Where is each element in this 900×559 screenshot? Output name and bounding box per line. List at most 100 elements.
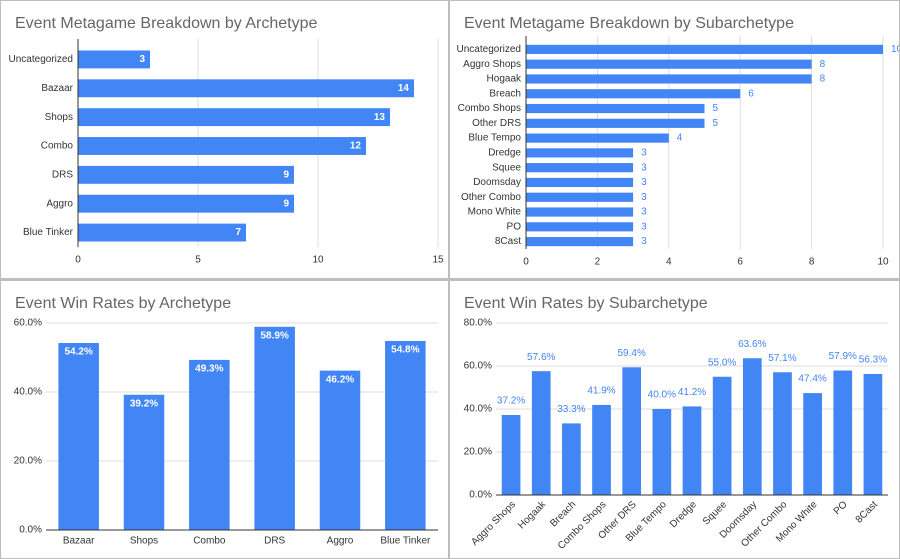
data-label: 56.3% bbox=[859, 355, 887, 366]
bar bbox=[189, 359, 230, 530]
data-label: 12 bbox=[350, 141, 362, 152]
bar bbox=[526, 103, 705, 114]
data-label: 3 bbox=[641, 207, 647, 218]
bar bbox=[78, 137, 366, 155]
bar bbox=[78, 79, 414, 98]
bar bbox=[123, 394, 165, 530]
y-tick-label: 20.0% bbox=[464, 447, 492, 458]
y-tick-label: Breach bbox=[489, 88, 521, 99]
y-tick-label: 60.0% bbox=[464, 361, 492, 372]
y-tick-label: Doomsday bbox=[473, 177, 521, 188]
bar bbox=[526, 74, 812, 84]
data-label: 59.4% bbox=[618, 348, 646, 359]
bar bbox=[78, 165, 294, 184]
chart-title: Event Metagame Breakdown by Subarchetype bbox=[464, 15, 794, 32]
data-label: 46.2% bbox=[326, 374, 354, 385]
y-tick-label: Squee bbox=[492, 162, 521, 173]
bar bbox=[562, 423, 581, 495]
data-label: 40.0% bbox=[648, 390, 676, 401]
bar bbox=[78, 50, 150, 69]
data-label: 63.6% bbox=[738, 339, 766, 350]
x-tick-label: 0 bbox=[75, 255, 81, 266]
data-label: 14 bbox=[398, 83, 410, 94]
data-label: 41.2% bbox=[678, 387, 706, 398]
bar bbox=[592, 404, 611, 495]
bar bbox=[526, 118, 705, 128]
y-tick-label: 8Cast bbox=[495, 236, 521, 247]
bar bbox=[526, 59, 812, 69]
y-tick-label: DRS bbox=[52, 169, 73, 180]
bar bbox=[526, 148, 634, 158]
data-label: 13 bbox=[374, 112, 386, 123]
data-label: 7 bbox=[235, 227, 241, 238]
chart-panel: Event Metagame Breakdown by Subarchetype… bbox=[450, 1, 899, 278]
y-tick-label: PO bbox=[507, 221, 522, 232]
data-label: 3 bbox=[641, 192, 647, 203]
bar bbox=[526, 89, 741, 99]
y-tick-label: Dredge bbox=[488, 148, 521, 159]
x-tick-label: 5 bbox=[195, 255, 201, 266]
y-tick-label: 60.0% bbox=[14, 318, 42, 329]
chart-title: Event Win Rates by Archetype bbox=[15, 295, 231, 312]
bar bbox=[526, 163, 634, 173]
data-label: 6 bbox=[748, 88, 754, 99]
x-tick-label: 8 bbox=[809, 257, 815, 268]
bar bbox=[526, 177, 634, 188]
data-label: 9 bbox=[283, 198, 289, 209]
bar bbox=[526, 192, 634, 202]
data-label: 8 bbox=[820, 59, 826, 70]
y-tick-label: Aggro bbox=[46, 198, 73, 209]
y-tick-label: 40.0% bbox=[14, 387, 42, 398]
bar bbox=[526, 44, 883, 54]
x-tick-label: Shops bbox=[130, 536, 158, 547]
data-label: 33.3% bbox=[557, 404, 585, 415]
y-tick-label: Mono White bbox=[468, 207, 522, 218]
chart-title: Event Win Rates by Subarchetype bbox=[464, 295, 708, 312]
y-tick-label: Blue Tinker bbox=[23, 227, 74, 238]
x-tick-label: 8Cast bbox=[854, 499, 880, 525]
bar bbox=[319, 370, 361, 530]
chart-title: Event Metagame Breakdown by Archetype bbox=[15, 15, 317, 32]
x-tick-label: Blue Tinker bbox=[380, 536, 431, 547]
data-label: 4 bbox=[677, 133, 683, 144]
x-tick-label: 4 bbox=[666, 257, 672, 268]
data-label: 3 bbox=[641, 162, 647, 173]
x-tick-label: 0 bbox=[523, 257, 529, 268]
bar bbox=[526, 222, 634, 232]
y-tick-label: Uncategorized bbox=[457, 44, 521, 55]
bar bbox=[712, 376, 732, 495]
bar bbox=[78, 108, 390, 127]
chart-panel: Event Win Rates by Archetype 0.0% 20.0% 40.… bbox=[1, 281, 448, 558]
bar bbox=[833, 370, 853, 495]
data-label: 37.2% bbox=[497, 396, 525, 407]
bar bbox=[58, 343, 99, 530]
data-label: 57.6% bbox=[527, 352, 555, 363]
bar bbox=[78, 223, 246, 242]
bar bbox=[526, 207, 634, 217]
data-label: 41.9% bbox=[587, 386, 615, 397]
x-tick-label: 10 bbox=[312, 255, 324, 266]
bar bbox=[531, 371, 551, 495]
x-tick-label: Bazaar bbox=[63, 536, 95, 547]
bar bbox=[652, 409, 672, 495]
bar bbox=[526, 133, 669, 143]
bar bbox=[742, 358, 762, 495]
data-label: 57.1% bbox=[768, 353, 796, 364]
data-label: 54.8% bbox=[391, 345, 419, 356]
chart-panel: Event Win Rates by Subarchetype 0.0% 20.0%… bbox=[450, 281, 899, 558]
y-tick-label: 0.0% bbox=[469, 490, 492, 501]
data-label: 3 bbox=[139, 54, 145, 65]
y-tick-label: Aggro Shops bbox=[463, 59, 521, 70]
x-tick-label: PO bbox=[832, 499, 850, 517]
bar bbox=[501, 415, 521, 495]
data-label: 9 bbox=[283, 169, 289, 180]
bar bbox=[773, 372, 792, 495]
x-tick-label: Combo bbox=[193, 536, 226, 547]
data-label: 47.4% bbox=[798, 374, 826, 385]
data-label: 49.3% bbox=[195, 364, 223, 375]
x-tick-label: 10 bbox=[877, 257, 889, 268]
x-tick-label: Squee bbox=[701, 499, 730, 528]
data-label: 8 bbox=[820, 74, 826, 85]
